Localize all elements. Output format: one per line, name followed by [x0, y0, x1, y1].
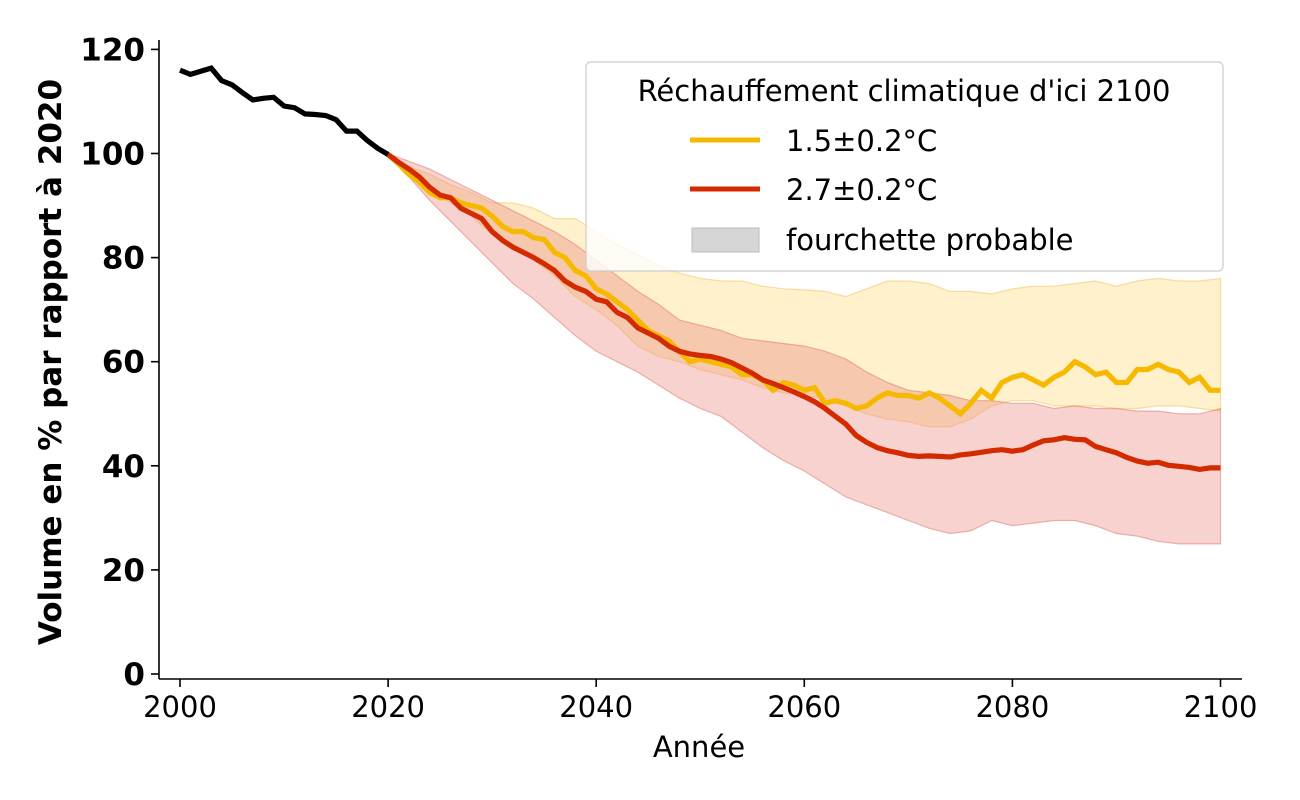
y-tick-label: 40 [102, 449, 145, 485]
y-tick-label: 120 [80, 32, 145, 68]
y-tick-label: 100 [80, 137, 145, 173]
y-tick-label: 20 [102, 553, 145, 589]
line-historical [179, 65, 390, 157]
legend-swatch-range [691, 227, 760, 253]
legend-title: Réchauffement climatique d'ici 2100 [638, 74, 1171, 108]
y-ticks: 0 20 40 60 80 100 120 [80, 32, 159, 693]
x-tick-label: 2020 [351, 690, 425, 724]
x-tick-label: 2080 [975, 690, 1049, 724]
x-tick-label: 2100 [1184, 690, 1258, 724]
x-tick-label: 2000 [143, 690, 217, 724]
lines-layer [179, 65, 1221, 473]
legend-frame [585, 61, 1224, 272]
legend: Réchauffement climatique d'ici 2100 1.5±… [585, 61, 1224, 272]
y-tick-label: 60 [102, 345, 145, 381]
legend-label-2-7: 2.7±0.2°C [786, 173, 937, 207]
x-tick-label: 2040 [559, 690, 633, 724]
legend-label-range: fourchette probable [786, 223, 1074, 257]
x-ticks: 2000 2020 2040 2060 2080 2100 [143, 679, 1257, 724]
y-tick-label: 80 [102, 241, 145, 277]
y-tick-label: 0 [123, 657, 145, 693]
x-tick-label: 2060 [767, 690, 841, 724]
line-1-5 [386, 152, 1221, 418]
line-2-7 [386, 152, 1221, 473]
x-axis-title: Année [653, 730, 745, 764]
legend-label-1-5: 1.5±0.2°C [786, 124, 937, 158]
band-2-7 [387, 152, 1222, 545]
y-axis-title: Volume en % par rapport à 2020 [33, 79, 69, 645]
